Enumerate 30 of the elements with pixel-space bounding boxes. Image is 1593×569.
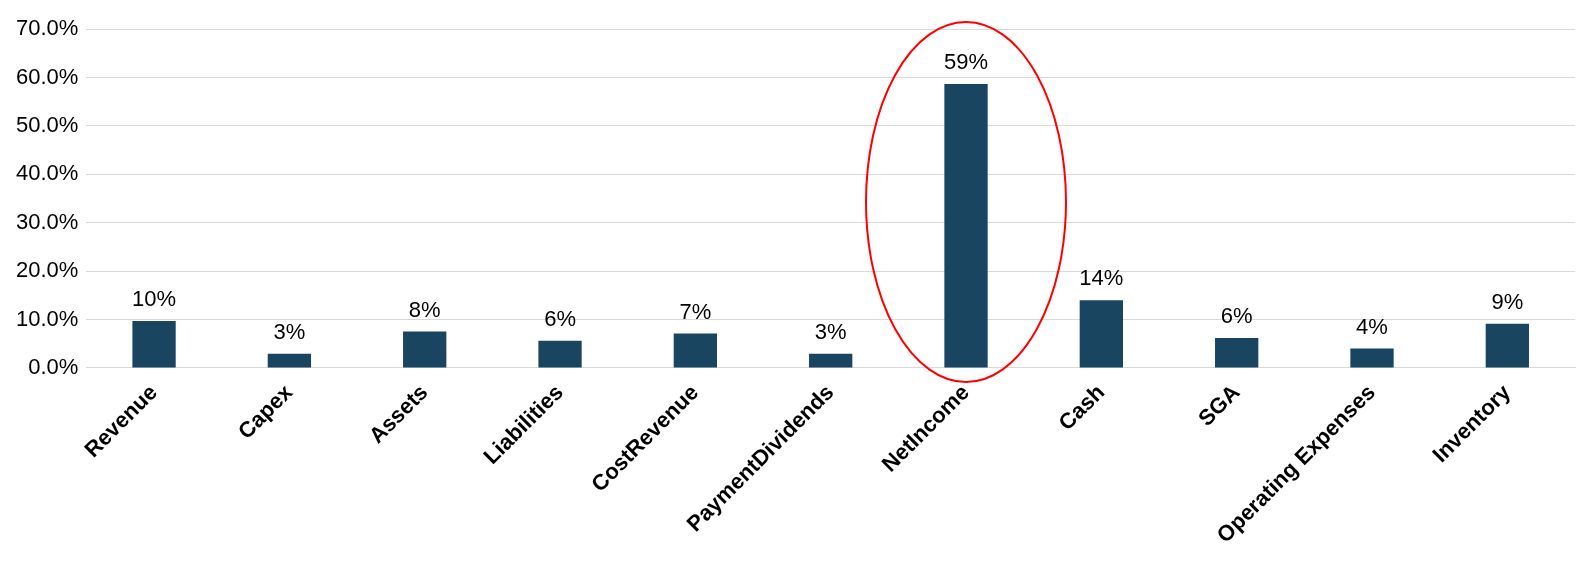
bar	[267, 353, 312, 368]
data-label: 8%	[408, 296, 441, 322]
y-tick-label: 50.0%	[15, 112, 79, 138]
data-label: 59%	[944, 48, 989, 74]
data-label: 6%	[1220, 302, 1253, 328]
data-label: 14%	[1079, 265, 1124, 291]
bar	[1215, 337, 1259, 368]
bar	[403, 331, 447, 368]
bar	[673, 333, 718, 368]
bar	[1079, 300, 1123, 368]
bar	[538, 340, 582, 368]
y-tick-label: 70.0%	[15, 15, 79, 41]
y-tick-label: 10.0%	[15, 305, 79, 331]
bar	[1350, 348, 1394, 368]
bar	[809, 353, 853, 368]
bar	[132, 320, 176, 368]
data-label: 7%	[679, 298, 712, 324]
data-label: 10%	[132, 286, 177, 312]
data-label: 3%	[814, 318, 847, 344]
y-tick-label: 60.0%	[15, 63, 79, 89]
data-label: 3%	[273, 318, 306, 344]
bar	[944, 83, 988, 368]
y-tick-label: 40.0%	[15, 160, 79, 186]
data-label: 6%	[544, 305, 576, 331]
bar	[1485, 323, 1529, 368]
data-label: 9%	[1491, 288, 1524, 314]
y-tick-label: 30.0%	[15, 208, 79, 234]
data-label: 4%	[1356, 313, 1388, 339]
y-tick-label: 0.0%	[28, 353, 79, 379]
y-tick-label: 20.0%	[15, 257, 79, 283]
